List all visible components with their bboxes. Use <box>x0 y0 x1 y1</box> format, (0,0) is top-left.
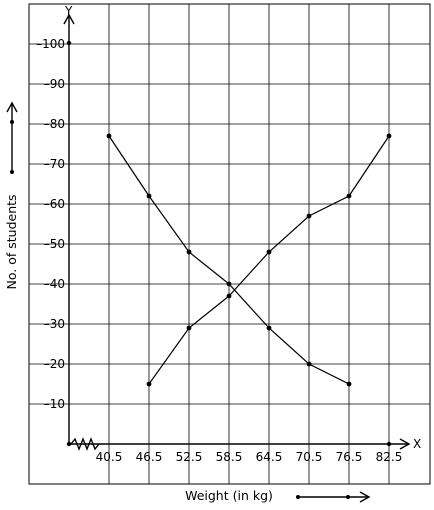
data-point <box>346 381 352 387</box>
y-axis-title-arrow <box>6 101 18 174</box>
series-layer <box>106 133 392 387</box>
axes <box>63 13 411 451</box>
data-point <box>106 133 112 139</box>
y-tick-label: –30 <box>44 317 65 331</box>
x-tick-label: 52.5 <box>176 450 203 464</box>
grid <box>29 4 430 484</box>
data-point <box>346 193 352 199</box>
data-point <box>266 249 272 255</box>
x-tick-label: 40.5 <box>96 450 123 464</box>
y-axis-end-point <box>66 40 72 46</box>
data-point <box>306 213 312 219</box>
x-axis-break-mark <box>70 437 100 451</box>
y-tick-label: –100 <box>36 37 65 51</box>
y-tick-label: –10 <box>44 397 65 411</box>
x-axis-arrowhead <box>399 438 411 450</box>
data-point <box>146 381 152 387</box>
x-tick-label: 46.5 <box>136 450 163 464</box>
data-point <box>226 281 232 287</box>
x-tick-label: 58.5 <box>216 450 243 464</box>
y-tick-label: –60 <box>44 197 65 211</box>
x-axis-letter: X <box>413 437 421 451</box>
data-point <box>306 361 312 367</box>
y-tick-label: –40 <box>44 277 65 291</box>
y-tick-label: –70 <box>44 157 65 171</box>
y-tick-labels: –10 –20 –30 –40 –50 –60 –70 –80 –90 –100 <box>36 37 65 411</box>
x-tick-label: 82.5 <box>376 450 403 464</box>
y-tick-label: –50 <box>44 237 65 251</box>
x-axis-end-point <box>386 441 392 447</box>
data-point <box>146 193 152 199</box>
data-point <box>226 293 232 299</box>
data-point <box>386 133 392 139</box>
y-axis-arrowhead <box>63 13 75 25</box>
y-tick-label: –80 <box>44 117 65 131</box>
x-tick-label: 64.5 <box>256 450 283 464</box>
x-tick-label: 76.5 <box>336 450 363 464</box>
y-axis-title: No. of students <box>4 194 19 289</box>
origin-point <box>66 441 72 447</box>
y-tick-label: –90 <box>44 77 65 91</box>
x-tick-labels: 40.5 46.5 52.5 58.5 64.5 70.5 76.5 82.5 <box>96 450 403 464</box>
x-axis-title: Weight (in kg) <box>185 488 273 503</box>
y-tick-label: –20 <box>44 357 65 371</box>
data-point <box>266 325 272 331</box>
x-tick-label: 70.5 <box>296 450 323 464</box>
y-axis-letter: Y <box>64 4 73 18</box>
data-point <box>186 249 192 255</box>
data-point <box>186 325 192 331</box>
x-axis-title-arrow <box>296 491 371 503</box>
